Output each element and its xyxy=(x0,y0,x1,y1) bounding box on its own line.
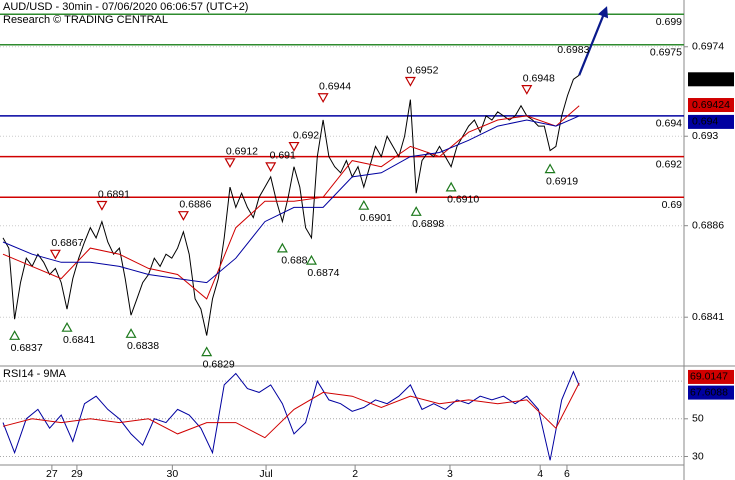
level-label: 0.692 xyxy=(656,158,682,170)
x-tick-label: 29 xyxy=(71,468,83,480)
low-marker xyxy=(9,330,21,340)
annotation-label: 0.6948 xyxy=(523,72,555,84)
high-marker xyxy=(177,211,189,221)
annotation-label: 0.6867 xyxy=(51,237,83,249)
y-tick-label: 30 xyxy=(692,450,704,462)
level-label: 0.694 xyxy=(656,118,682,130)
price-tag-label: 0.69424 xyxy=(692,99,730,111)
rsi-tag xyxy=(688,385,734,400)
price-tag xyxy=(688,72,734,87)
high-marker xyxy=(224,158,236,169)
annotation-label: 0.692 xyxy=(293,129,319,141)
price-tag-label: 0.6958 xyxy=(692,73,724,85)
rsi-tag xyxy=(688,369,734,384)
plot: 0.6841 0.6886 0.693 0.6974 27 29 30 Jul 2 3 4 6 0.69… xyxy=(0,6,734,480)
annotation-label: 0.691 xyxy=(270,150,296,162)
rsi-title: RSI14 - 9MA xyxy=(3,368,67,380)
series-line xyxy=(2,115,580,284)
high-marker xyxy=(288,141,300,152)
annotation-label: 0.6841 xyxy=(63,334,95,346)
high-marker xyxy=(49,249,61,260)
level-label: 0.6975 xyxy=(650,47,682,59)
rsi-line xyxy=(2,382,580,439)
price-tag-label: 0.694 xyxy=(692,116,718,128)
low-marker xyxy=(544,163,556,174)
annotation-label: 0.6910 xyxy=(447,194,479,206)
annotation-label: 0.6874 xyxy=(307,267,339,279)
rsi-tag-label: 69.0147 xyxy=(690,371,728,383)
annotation-label: 0.6952 xyxy=(406,64,438,76)
price-tag xyxy=(688,114,734,129)
series-line xyxy=(2,74,580,336)
low-marker xyxy=(276,242,288,253)
rsi-tag-label: 67.6088 xyxy=(690,386,728,398)
x-tick-label: Jul xyxy=(259,468,272,480)
annotation-label: 0.688 xyxy=(281,255,307,267)
y-tick-label: 50 xyxy=(692,413,704,425)
x-tick-label: 3 xyxy=(447,468,453,480)
high-marker xyxy=(96,200,108,211)
low-marker xyxy=(410,206,422,216)
annotation-label: 0.6901 xyxy=(360,212,392,224)
annotation-label: 0.6838 xyxy=(127,340,159,352)
low-marker xyxy=(305,254,317,265)
annotation-label: 0.6829 xyxy=(203,358,235,370)
low-marker xyxy=(125,328,137,338)
level-label: 0.699 xyxy=(656,16,682,28)
x-tick-label: 30 xyxy=(167,468,179,480)
high-marker xyxy=(521,85,533,95)
chart-title: AUD/USD - 30min - 07/06/2020 06:06:57 (U… xyxy=(3,1,248,13)
y-tick-label: 0.6974 xyxy=(692,41,724,53)
series-line xyxy=(578,6,609,76)
annotation-label: 0.6837 xyxy=(11,342,43,354)
annotation-label: 0.6919 xyxy=(546,175,578,187)
low-marker xyxy=(201,346,213,357)
high-marker xyxy=(317,93,329,103)
y-tick-label: 0.693 xyxy=(692,130,718,142)
level-label: 0.69 xyxy=(662,199,683,211)
low-marker xyxy=(358,199,370,210)
annotation-label: 0.6912 xyxy=(226,146,258,158)
x-tick-label: 2 xyxy=(352,468,358,480)
high-marker xyxy=(404,76,416,87)
y-tick-label: 0.6841 xyxy=(692,311,724,323)
high-marker xyxy=(265,162,277,173)
annotation-label: 0.6898 xyxy=(412,218,444,230)
annotation-label: 0.6944 xyxy=(319,81,351,93)
target-label: 0.6983 xyxy=(557,44,589,56)
y-tick-label: 0.6886 xyxy=(692,219,724,231)
series-line xyxy=(2,105,580,300)
x-tick-label: 6 xyxy=(564,468,570,480)
annotation-label: 0.6891 xyxy=(98,188,130,200)
chart-subtitle: Research © TRADING CENTRAL xyxy=(3,14,168,26)
low-marker xyxy=(61,321,73,332)
price-tag xyxy=(688,98,734,113)
annotation-label: 0.6886 xyxy=(179,198,211,210)
x-tick-label: 4 xyxy=(537,468,543,480)
low-marker xyxy=(445,181,457,192)
x-tick-label: 27 xyxy=(46,468,58,480)
rsi-line xyxy=(2,370,580,461)
